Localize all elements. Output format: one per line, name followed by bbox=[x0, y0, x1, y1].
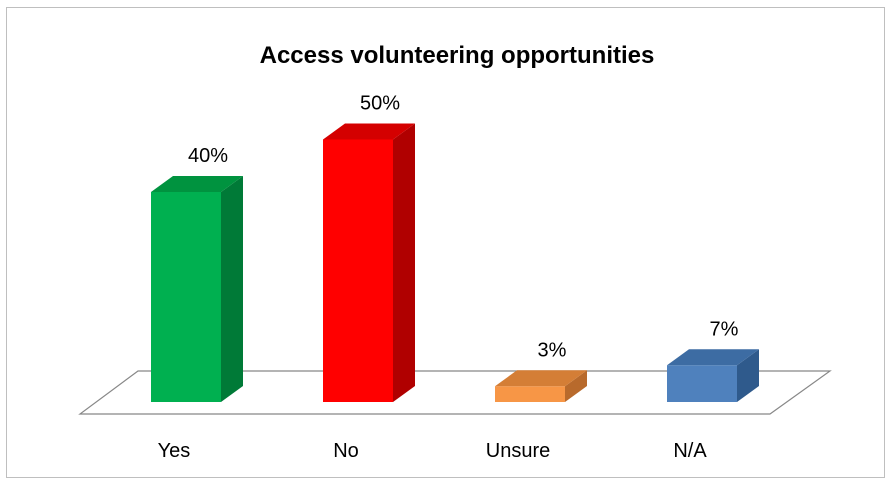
data-label-no: 50% bbox=[360, 93, 400, 115]
chart-title: Access volunteering opportunities bbox=[260, 42, 655, 69]
bar-top-n-a bbox=[667, 349, 759, 366]
category-label-yes: Yes bbox=[158, 440, 191, 462]
bar-front-yes bbox=[151, 192, 221, 402]
data-label-unsure: 3% bbox=[538, 339, 567, 361]
bar-front-no bbox=[323, 139, 393, 402]
bar-unsure bbox=[495, 370, 587, 402]
bar-side-unsure bbox=[565, 370, 587, 402]
labels-layer: 40% Yes 50% No 3% Unsure 7% N/A bbox=[158, 93, 739, 463]
data-label-yes: 40% bbox=[188, 145, 228, 167]
bar-front-unsure bbox=[495, 386, 565, 402]
bar-front-n-a bbox=[667, 365, 737, 402]
bar-top-yes bbox=[151, 176, 243, 192]
data-label-n-a: 7% bbox=[710, 318, 739, 340]
category-label-unsure: Unsure bbox=[486, 440, 550, 462]
category-label-no: No bbox=[333, 440, 359, 462]
bar-side-yes bbox=[221, 176, 243, 402]
bar-yes bbox=[151, 176, 243, 402]
bar-side-n-a bbox=[737, 349, 759, 402]
bar-side-no bbox=[393, 123, 415, 402]
bar-no bbox=[323, 123, 415, 402]
category-label-n-a: N/A bbox=[673, 440, 707, 462]
bars-layer bbox=[151, 123, 759, 402]
chart-floor bbox=[78, 370, 832, 415]
bar-n-a bbox=[667, 349, 759, 402]
bar-top-unsure bbox=[495, 370, 587, 387]
bar-top-no bbox=[323, 123, 415, 140]
